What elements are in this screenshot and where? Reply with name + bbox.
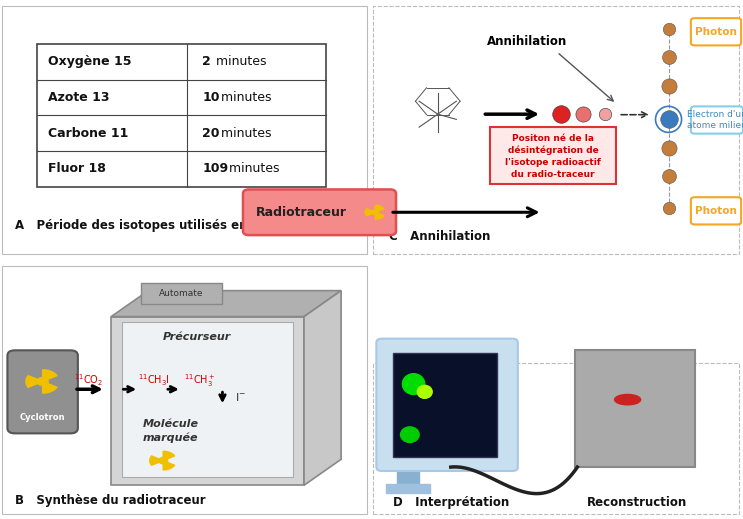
- Polygon shape: [150, 456, 163, 465]
- FancyBboxPatch shape: [243, 189, 396, 235]
- Text: 10: 10: [202, 91, 220, 104]
- Polygon shape: [163, 461, 175, 470]
- Bar: [37, 44, 326, 187]
- Circle shape: [159, 458, 168, 464]
- Text: $^{11}$CH$_3^+$: $^{11}$CH$_3^+$: [184, 372, 216, 389]
- Point: [663, 115, 675, 124]
- Polygon shape: [26, 376, 42, 387]
- FancyBboxPatch shape: [1, 266, 367, 514]
- Bar: [123, 322, 293, 477]
- Polygon shape: [366, 209, 375, 216]
- Text: minutes: minutes: [224, 162, 279, 175]
- Circle shape: [372, 210, 379, 215]
- Text: Photon: Photon: [695, 26, 737, 37]
- FancyBboxPatch shape: [490, 127, 617, 184]
- Point: [663, 172, 675, 181]
- Text: minutes: minutes: [212, 56, 266, 69]
- Text: 109: 109: [202, 162, 228, 175]
- Point: [663, 53, 675, 61]
- Text: minutes: minutes: [217, 91, 272, 104]
- FancyBboxPatch shape: [7, 350, 78, 433]
- Ellipse shape: [614, 394, 640, 405]
- Polygon shape: [111, 291, 341, 317]
- Text: $^{11}$CH$_3$I: $^{11}$CH$_3$I: [138, 372, 170, 388]
- Point: [600, 110, 611, 118]
- Point: [663, 24, 675, 33]
- Polygon shape: [375, 212, 384, 219]
- Text: 2: 2: [202, 56, 211, 69]
- Text: minutes: minutes: [217, 127, 272, 140]
- Polygon shape: [42, 381, 57, 393]
- FancyBboxPatch shape: [1, 6, 367, 254]
- Text: $^{11}$CO$_2$: $^{11}$CO$_2$: [74, 372, 103, 388]
- FancyBboxPatch shape: [373, 6, 739, 254]
- Bar: [397, 418, 441, 452]
- Bar: [386, 484, 430, 493]
- Point: [663, 115, 675, 124]
- Point: [663, 144, 675, 152]
- Text: D   Interprétation: D Interprétation: [393, 496, 510, 509]
- Bar: [397, 363, 441, 410]
- Text: Annihilation: Annihilation: [487, 35, 567, 48]
- Text: Carbone 11: Carbone 11: [48, 127, 129, 140]
- Point: [555, 110, 567, 118]
- Bar: [397, 467, 419, 485]
- Ellipse shape: [403, 374, 425, 394]
- Text: Positon né de la
désintégration de
l'isotope radioactif
du radio-traceur: Positon né de la désintégration de l'iso…: [505, 134, 601, 179]
- Text: C   Annihilation: C Annihilation: [389, 229, 490, 243]
- Bar: [141, 283, 222, 304]
- Bar: [576, 350, 695, 467]
- Text: Electron d'un
atome milieu: Electron d'un atome milieu: [687, 110, 743, 130]
- Text: Fluor 18: Fluor 18: [48, 162, 106, 175]
- Ellipse shape: [418, 385, 432, 399]
- FancyBboxPatch shape: [373, 363, 739, 514]
- Point: [577, 110, 589, 118]
- Polygon shape: [42, 370, 57, 381]
- Point: [663, 203, 675, 212]
- Text: 20: 20: [202, 127, 220, 140]
- Text: Radiotraceur: Radiotraceur: [256, 206, 346, 219]
- Text: Oxygène 15: Oxygène 15: [48, 56, 132, 69]
- FancyBboxPatch shape: [691, 197, 741, 224]
- Text: Photon: Photon: [695, 206, 737, 216]
- Polygon shape: [375, 206, 384, 212]
- Bar: [111, 317, 304, 485]
- Text: Automate: Automate: [160, 289, 204, 298]
- Text: I$^{-}$: I$^{-}$: [236, 391, 247, 403]
- Text: Précurseur: Précurseur: [163, 332, 230, 343]
- FancyBboxPatch shape: [691, 106, 743, 133]
- Text: Reconstruction: Reconstruction: [587, 496, 687, 509]
- Circle shape: [37, 378, 48, 385]
- Point: [663, 81, 675, 90]
- FancyBboxPatch shape: [377, 338, 518, 471]
- Bar: [393, 353, 497, 457]
- Text: B   Synthèse du radiotraceur: B Synthèse du radiotraceur: [15, 494, 206, 508]
- Polygon shape: [304, 291, 341, 485]
- Text: Cyclotron: Cyclotron: [20, 413, 65, 422]
- FancyBboxPatch shape: [691, 18, 741, 46]
- Text: A   Période des isotopes utilisés en TEP: A Période des isotopes utilisés en TEP: [15, 219, 276, 233]
- Text: Molécule
marquée: Molécule marquée: [143, 419, 198, 443]
- Ellipse shape: [400, 427, 419, 442]
- Text: Azote 13: Azote 13: [48, 91, 110, 104]
- Polygon shape: [163, 451, 175, 461]
